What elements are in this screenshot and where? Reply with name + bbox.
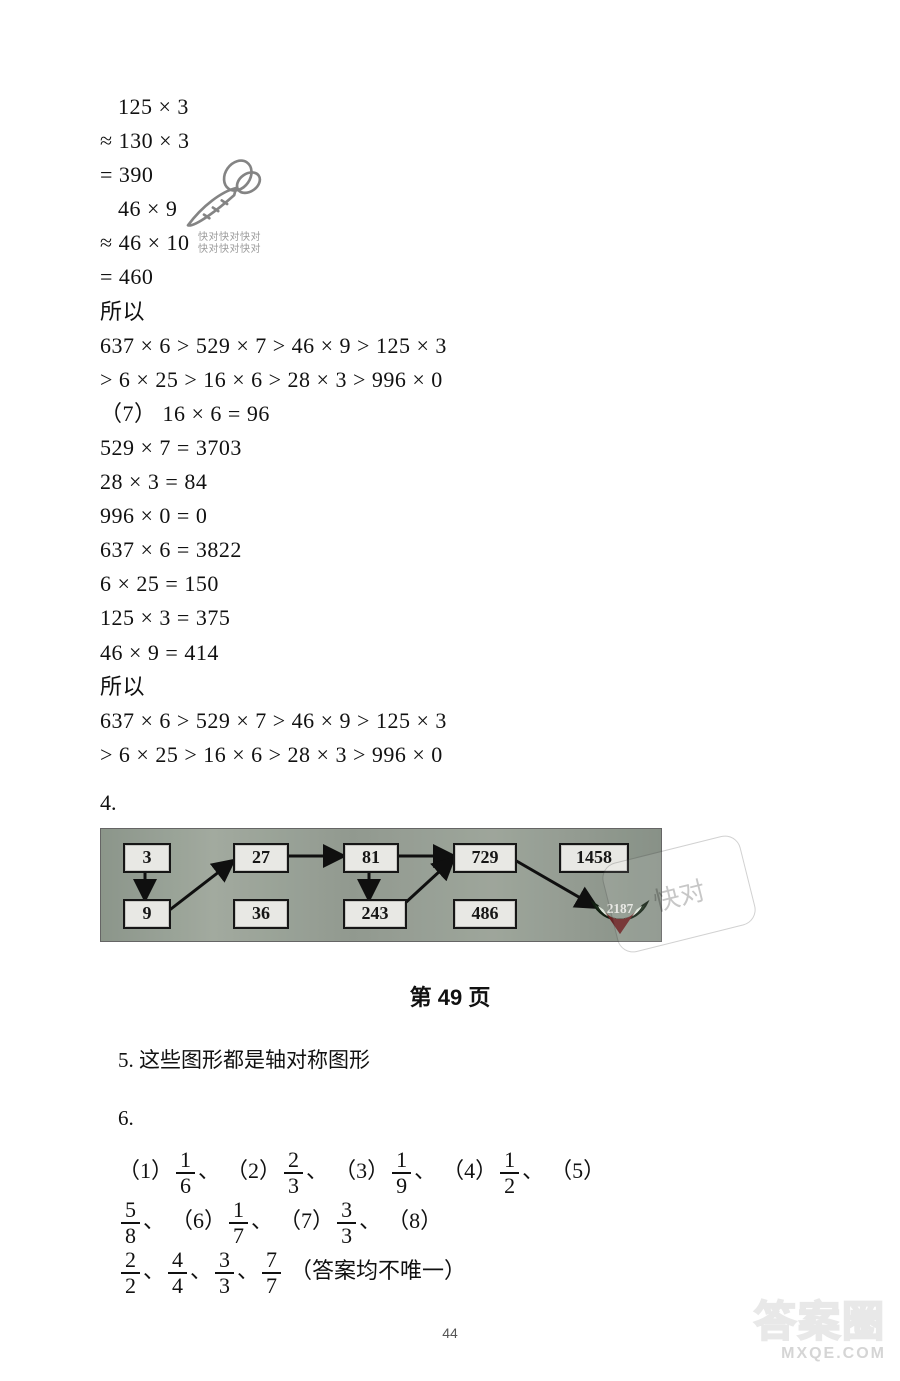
fraction-numerator: 1 [500,1149,519,1172]
q6-line-3: 22、44、33、77（答案均不唯一） [118,1247,800,1297]
fraction: 23 [284,1149,303,1197]
q6-tail: （答案均不唯一） [290,1258,466,1283]
fraction-denominator: 9 [392,1172,411,1197]
fraction-numerator: 4 [168,1249,187,1272]
fraction-numerator: 3 [337,1199,356,1222]
math-line: 125 × 3 [100,90,800,124]
fraction-denominator: 8 [121,1222,140,1247]
q4-label: 4. [100,790,800,816]
fraction: 16 [176,1149,195,1197]
q6-line-1: （1）16、（2）23、（3）19、（4）12、（5） [118,1147,800,1197]
fraction-denominator: 7 [262,1272,281,1297]
carrot-icon [175,156,265,236]
diagram-node: 36 [233,899,289,929]
fraction: 58 [121,1199,140,1247]
fraction-numerator: 7 [262,1249,281,1272]
math-line: 6 × 25 = 150 [100,567,800,601]
math-line: 996 × 0 = 0 [100,499,800,533]
fraction: 33 [215,1249,234,1297]
fraction-denominator: 3 [284,1172,303,1197]
math-line: 637 × 6 = 3822 [100,533,800,567]
q5-text: 这些图形都是轴对称图形 [139,1048,370,1072]
diagram-node: 486 [453,899,517,929]
page: 快对快对快对 快对快对快对 125 × 3≈ 130 × 3= 390 46 ×… [0,0,900,1381]
fraction: 22 [121,1249,140,1297]
q6: 6. （1）16、（2）23、（3）19、（4）12、（5） 58、（6）17、… [118,1106,800,1297]
number-chain-diagram: 3278172914589362434862187 [100,828,662,942]
fraction: 12 [500,1149,519,1197]
fraction-denominator: 4 [168,1272,187,1297]
diagram-node: 729 [453,843,517,873]
tiny-watermark-line: 快对快对快对 [198,244,261,256]
page-number: 44 [100,1325,800,1341]
fraction-denominator: 2 [500,1172,519,1197]
math-line: = 460 [100,260,800,294]
diagram-wrap: 3278172914589362434862187 快对 [100,828,660,942]
fraction-denominator: 3 [337,1222,356,1247]
math-line: 637 × 6 > 529 × 7 > 46 × 9 > 125 × 3 [100,329,800,363]
diagram-node: 81 [343,843,399,873]
math-line: 28 × 3 = 84 [100,465,800,499]
q5: 5. 这些图形都是轴对称图形 [118,1044,800,1074]
fraction-numerator: 5 [121,1199,140,1222]
fraction-numerator: 1 [176,1149,195,1172]
tiny-watermark-line: 快对快对快对 [198,232,261,244]
math-line: 所以 [100,670,800,704]
math-line: 46 × 9 = 414 [100,636,800,670]
math-line: （7） 16 × 6 = 96 [100,397,800,431]
fraction: 17 [229,1199,248,1247]
math-line: 529 × 7 = 3703 [100,431,800,465]
math-line: 125 × 3 = 375 [100,601,800,635]
fraction-denominator: 2 [121,1272,140,1297]
math-line: ≈ 130 × 3 [100,124,800,158]
math-line: 所以 [100,295,800,329]
fraction-denominator: 6 [176,1172,195,1197]
fraction-denominator: 7 [229,1222,248,1247]
diagram-node: 3 [123,843,171,873]
fraction-numerator: 2 [121,1249,140,1272]
fraction: 77 [262,1249,281,1297]
q6-label: 6. [118,1106,800,1131]
corner-watermark-small: MXQE.COM [754,1345,886,1363]
section-title: 第 49 页 [100,980,800,1012]
fraction: 33 [337,1199,356,1247]
fraction-numerator: 1 [229,1199,248,1222]
math-line: > 6 × 25 > 16 × 6 > 28 × 3 > 996 × 0 [100,363,800,397]
diagram-node: 27 [233,843,289,873]
fraction-numerator: 3 [215,1249,234,1272]
diagram-node: 9 [123,899,171,929]
stamp-text: 快对 [649,870,708,918]
fraction: 44 [168,1249,187,1297]
q5-label: 5. [118,1048,134,1072]
fraction: 19 [392,1149,411,1197]
q6-line-2: 58、（6）17、（7）33、（8） [118,1197,800,1247]
fraction-numerator: 2 [284,1149,303,1172]
tiny-watermark: 快对快对快对 快对快对快对 [198,232,261,256]
fraction-numerator: 1 [392,1149,411,1172]
diagram-node: 243 [343,899,407,929]
math-line: 637 × 6 > 529 × 7 > 46 × 9 > 125 × 3 [100,704,800,738]
fraction-denominator: 3 [215,1272,234,1297]
math-line: > 6 × 25 > 16 × 6 > 28 × 3 > 996 × 0 [100,738,800,772]
